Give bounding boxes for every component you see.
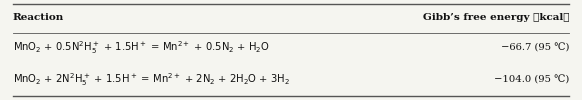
- Text: $\mathrm{MnO_2}$ + $\mathrm{0.5N^2H_5^+}$ + $\mathrm{1.5H^+}$ = $\mathrm{Mn^{2+}: $\mathrm{MnO_2}$ + $\mathrm{0.5N^2H_5^+}…: [13, 39, 269, 56]
- Text: $\mathrm{MnO_2}$ + $\mathrm{2N^2H_5^+}$ + $\mathrm{1.5H^+}$ = $\mathrm{Mn^{2+}}$: $\mathrm{MnO_2}$ + $\mathrm{2N^2H_5^+}$ …: [13, 72, 290, 88]
- Text: Gibb’s free energy （kcal）: Gibb’s free energy （kcal）: [423, 14, 569, 22]
- Text: −104.0 (95 ℃): −104.0 (95 ℃): [494, 75, 569, 85]
- Text: −66.7 (95 ℃): −66.7 (95 ℃): [501, 43, 569, 52]
- Text: Reaction: Reaction: [13, 14, 64, 22]
